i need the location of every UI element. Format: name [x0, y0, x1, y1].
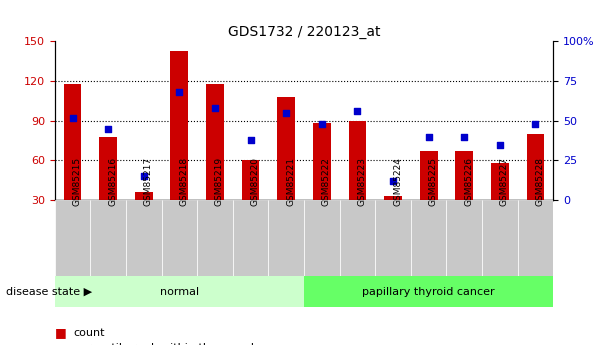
- Bar: [455, 151, 473, 200]
- FancyBboxPatch shape: [126, 200, 162, 276]
- Point: [424, 134, 434, 139]
- Bar: [384, 196, 402, 200]
- Point: [174, 89, 184, 95]
- Bar: [55, 276, 304, 307]
- Text: GSM85219: GSM85219: [215, 157, 224, 206]
- FancyBboxPatch shape: [482, 200, 517, 276]
- FancyBboxPatch shape: [304, 200, 340, 276]
- FancyBboxPatch shape: [55, 200, 91, 276]
- Text: percentile rank within the sample: percentile rank within the sample: [73, 344, 261, 345]
- Bar: [170, 51, 188, 200]
- Text: ■: ■: [55, 342, 71, 345]
- Bar: [99, 137, 117, 200]
- Text: papillary thyroid cancer: papillary thyroid cancer: [362, 287, 495, 296]
- FancyBboxPatch shape: [446, 200, 482, 276]
- Point: [388, 178, 398, 184]
- FancyBboxPatch shape: [268, 200, 304, 276]
- FancyBboxPatch shape: [340, 200, 375, 276]
- Bar: [420, 151, 438, 200]
- Text: GSM85226: GSM85226: [465, 157, 473, 206]
- Text: GSM85215: GSM85215: [72, 157, 81, 206]
- FancyBboxPatch shape: [233, 200, 268, 276]
- Point: [353, 108, 362, 114]
- Point: [246, 137, 255, 142]
- Text: GSM85216: GSM85216: [108, 157, 117, 206]
- Point: [103, 126, 113, 131]
- Point: [210, 105, 220, 111]
- Text: GSM85227: GSM85227: [500, 157, 509, 206]
- Point: [282, 110, 291, 116]
- Text: GSM85217: GSM85217: [143, 157, 153, 206]
- Text: GSM85225: GSM85225: [429, 157, 438, 206]
- Bar: [206, 84, 224, 200]
- FancyBboxPatch shape: [411, 200, 446, 276]
- FancyBboxPatch shape: [375, 200, 411, 276]
- Bar: [313, 124, 331, 200]
- Point: [531, 121, 541, 127]
- Bar: [64, 84, 81, 200]
- Text: GSM85222: GSM85222: [322, 157, 331, 206]
- Title: GDS1732 / 220123_at: GDS1732 / 220123_at: [228, 25, 380, 39]
- Text: disease state ▶: disease state ▶: [6, 287, 92, 296]
- FancyBboxPatch shape: [197, 200, 233, 276]
- Point: [67, 115, 77, 120]
- FancyBboxPatch shape: [91, 200, 126, 276]
- Text: count: count: [73, 328, 105, 338]
- Text: normal: normal: [160, 287, 199, 296]
- Bar: [491, 163, 509, 200]
- Text: GSM85220: GSM85220: [250, 157, 260, 206]
- Bar: [277, 97, 295, 200]
- Text: GSM85218: GSM85218: [179, 157, 188, 206]
- Bar: [241, 160, 260, 200]
- Text: GSM85221: GSM85221: [286, 157, 295, 206]
- FancyBboxPatch shape: [162, 200, 197, 276]
- Point: [139, 174, 148, 179]
- Bar: [135, 192, 153, 200]
- Bar: [304, 276, 553, 307]
- Point: [460, 134, 469, 139]
- Text: GSM85224: GSM85224: [393, 157, 402, 206]
- Text: GSM85223: GSM85223: [358, 157, 367, 206]
- Text: GSM85228: GSM85228: [536, 157, 545, 206]
- Text: ■: ■: [55, 326, 71, 339]
- Point: [317, 121, 326, 127]
- Point: [495, 142, 505, 147]
- Bar: [527, 134, 544, 200]
- FancyBboxPatch shape: [517, 200, 553, 276]
- Bar: [348, 121, 366, 200]
